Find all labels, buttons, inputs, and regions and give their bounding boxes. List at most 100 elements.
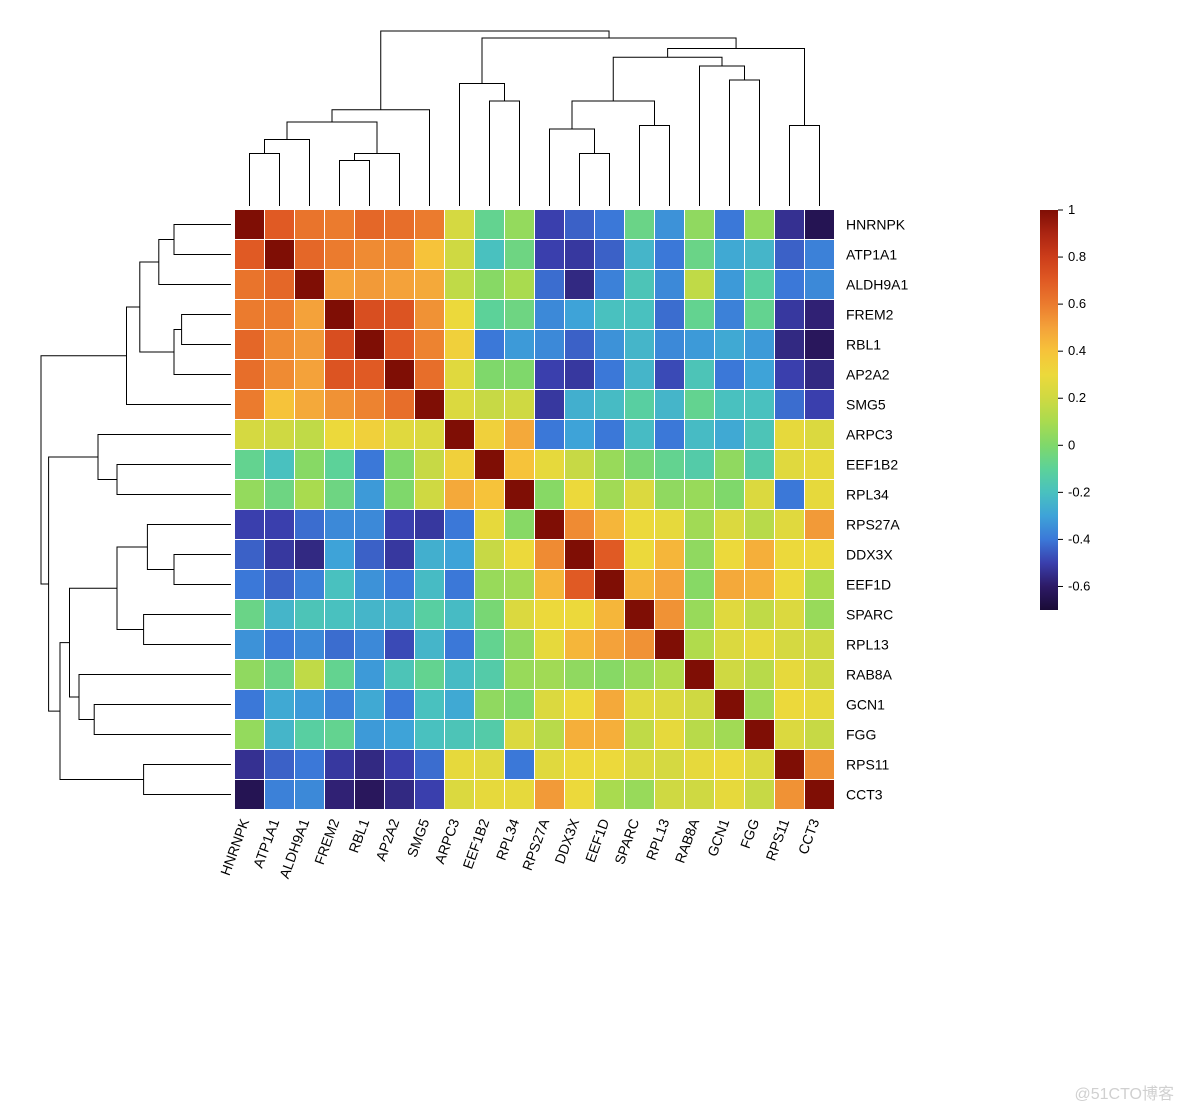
heatmap-cell — [625, 240, 654, 269]
dendro-branch — [640, 126, 670, 207]
heatmap-cell — [355, 390, 384, 419]
row-label: RBL1 — [846, 337, 881, 353]
heatmap-cell — [295, 450, 324, 479]
heatmap-cell — [235, 690, 264, 719]
heatmap-cell — [265, 300, 294, 329]
col-label: ALDH9A1 — [276, 816, 312, 880]
heatmap-cell — [415, 660, 444, 689]
heatmap-cell — [805, 510, 834, 539]
heatmap-cell — [625, 360, 654, 389]
heatmap-cell — [565, 480, 594, 509]
heatmap-cell — [565, 510, 594, 539]
colorbar-tick-label: -0.2 — [1068, 484, 1090, 499]
heatmap-cell — [505, 720, 534, 749]
heatmap-cell — [505, 390, 534, 419]
col-label: CCT3 — [795, 816, 823, 856]
heatmap-cell — [775, 690, 804, 719]
row-label: RAB8A — [846, 667, 893, 683]
row-label: EEF1B2 — [846, 457, 898, 473]
heatmap-cell — [445, 270, 474, 299]
heatmap-cell — [505, 450, 534, 479]
heatmap-cell — [445, 420, 474, 449]
heatmap-cell — [385, 750, 414, 779]
heatmap-cell — [235, 300, 264, 329]
heatmap-cell — [805, 630, 834, 659]
heatmap-cell — [415, 540, 444, 569]
heatmap-cell — [505, 660, 534, 689]
heatmap-cell — [595, 570, 624, 599]
heatmap-cell — [475, 360, 504, 389]
heatmap-cell — [715, 630, 744, 659]
heatmap-cell — [565, 600, 594, 629]
dendro-branch — [117, 465, 231, 495]
heatmap-cell — [775, 330, 804, 359]
heatmap-cell — [505, 270, 534, 299]
heatmap-cell — [595, 480, 624, 509]
heatmap-cell — [685, 570, 714, 599]
heatmap-cell — [535, 300, 564, 329]
heatmap-cell — [295, 660, 324, 689]
heatmap-cell — [565, 570, 594, 599]
dendro-branch — [98, 435, 231, 480]
heatmap-cell — [745, 720, 774, 749]
row-label: SPARC — [846, 607, 893, 623]
heatmap-cell — [535, 390, 564, 419]
row-label: ATP1A1 — [846, 247, 897, 263]
heatmap-cell — [565, 720, 594, 749]
heatmap-cell — [295, 600, 324, 629]
heatmap-cell — [535, 750, 564, 779]
heatmap-cell — [775, 420, 804, 449]
heatmap-cell — [535, 510, 564, 539]
row-label: DDX3X — [846, 547, 893, 563]
colorbar-tick-label: 0.8 — [1068, 249, 1086, 264]
heatmap-cell — [805, 690, 834, 719]
col-label: SMG5 — [404, 816, 433, 859]
heatmap-cell — [475, 540, 504, 569]
heatmap-cell — [385, 420, 414, 449]
col-label: AP2A2 — [372, 816, 402, 863]
heatmap-cell — [535, 270, 564, 299]
heatmap-cell — [415, 420, 444, 449]
heatmap-cell — [685, 510, 714, 539]
heatmap-cell — [685, 420, 714, 449]
heatmap-cell — [655, 690, 684, 719]
heatmap-cell — [805, 540, 834, 569]
heatmap-cell — [415, 600, 444, 629]
col-label: RBL1 — [345, 816, 372, 855]
heatmap-cell — [235, 210, 264, 239]
col-label: ARPC3 — [431, 816, 462, 866]
heatmap-cell — [475, 510, 504, 539]
col-label: SPARC — [611, 817, 642, 867]
heatmap-cell — [595, 330, 624, 359]
heatmap-cell — [295, 210, 324, 239]
heatmap-cell — [325, 660, 354, 689]
heatmap-cell — [655, 270, 684, 299]
heatmap-cell — [325, 390, 354, 419]
heatmap-cell — [355, 540, 384, 569]
heatmap-cell — [565, 360, 594, 389]
colorbar-tick-label: 0.6 — [1068, 296, 1086, 311]
dendro-branch — [332, 110, 430, 206]
heatmap-cell — [445, 210, 474, 239]
heatmap-cell — [505, 330, 534, 359]
heatmap-cell — [745, 420, 774, 449]
heatmap-cell — [655, 660, 684, 689]
heatmap-cell — [655, 330, 684, 359]
heatmap-cell — [505, 600, 534, 629]
heatmap-cell — [715, 390, 744, 419]
row-label: RPS27A — [846, 517, 900, 533]
heatmap-cell — [265, 240, 294, 269]
row-label: RPS11 — [846, 757, 890, 773]
heatmap-cell — [565, 210, 594, 239]
heatmap-cell — [325, 450, 354, 479]
heatmap-cell — [265, 450, 294, 479]
dendro-branch — [340, 161, 370, 207]
heatmap-cell — [325, 300, 354, 329]
heatmap-cell — [415, 750, 444, 779]
heatmap-cell — [415, 720, 444, 749]
heatmap-cell — [295, 240, 324, 269]
heatmap-cell — [445, 510, 474, 539]
heatmap-cell — [355, 480, 384, 509]
heatmap-cell — [655, 240, 684, 269]
row-label: RPL34 — [846, 487, 889, 503]
